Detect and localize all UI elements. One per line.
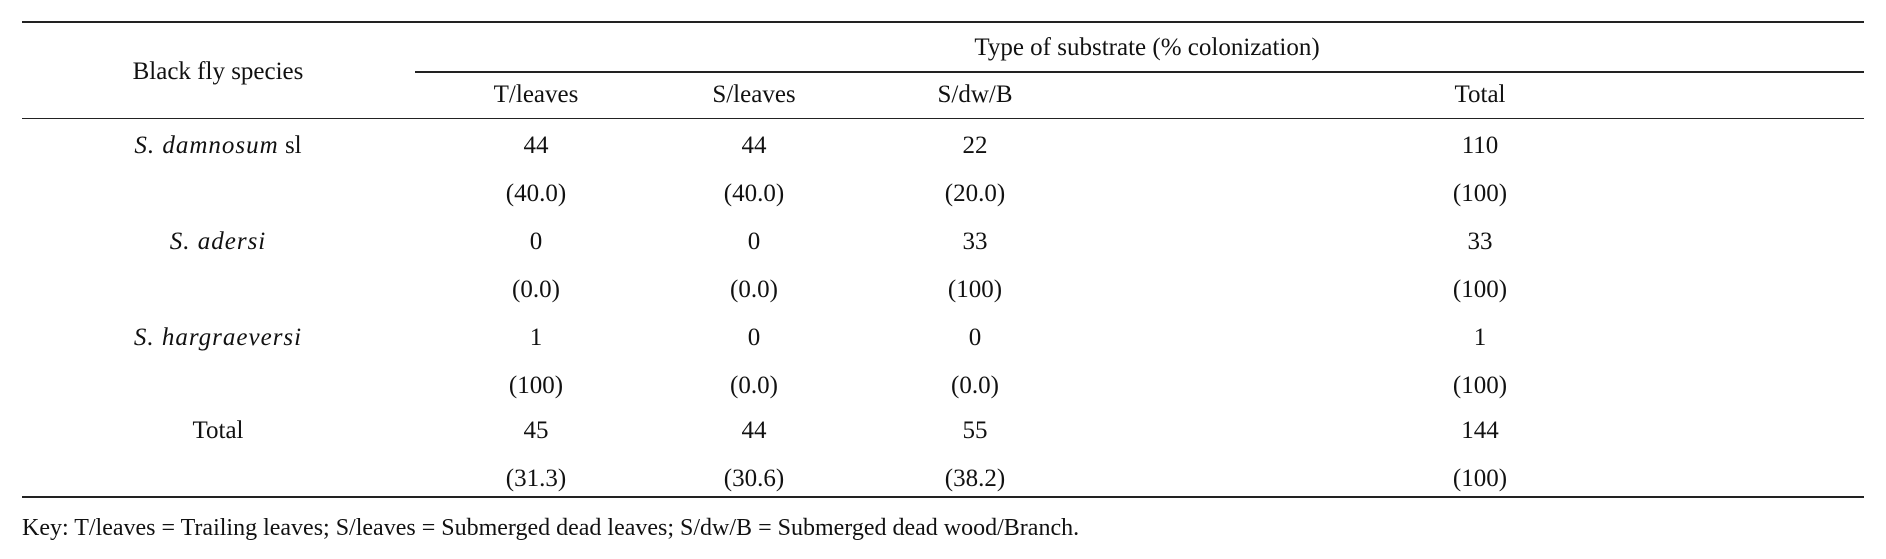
total-count-cell: 44 — [741, 417, 767, 444]
species-name: S. damnosum sl — [134, 131, 301, 161]
column-header-2: S/dw/B — [937, 81, 1013, 108]
count-cell: 0 — [529, 228, 543, 255]
percent-cell: (0.0) — [512, 276, 560, 303]
column-header-3: Total — [1454, 81, 1506, 108]
total-row-label: Total — [192, 417, 244, 444]
total-count-cell: 45 — [523, 417, 549, 444]
table-rule-subheader — [415, 71, 1864, 73]
percent-cell: (100) — [508, 372, 564, 399]
percent-cell: (100) — [947, 276, 1003, 303]
total-count-cell: 55 — [962, 417, 988, 444]
percent-cell: (20.0) — [944, 180, 1006, 207]
table-rule-header-bottom — [22, 118, 1864, 119]
count-cell: 0 — [747, 324, 761, 351]
count-cell: 33 — [1467, 228, 1493, 255]
total-percent-cell: (30.6) — [723, 465, 785, 492]
column-header-0: T/leaves — [493, 81, 579, 108]
table-rule-bottom — [22, 496, 1864, 498]
percent-cell: (40.0) — [723, 180, 785, 207]
species-name: S. adersi — [170, 227, 267, 257]
total-percent-cell: (100) — [1452, 465, 1508, 492]
percent-cell: (0.0) — [951, 372, 999, 399]
substrate-group-header: Type of substrate (% colonization) — [974, 34, 1320, 61]
count-cell: 0 — [747, 228, 761, 255]
count-cell: 22 — [962, 132, 988, 159]
count-cell: 1 — [529, 324, 543, 351]
count-cell: 33 — [962, 228, 988, 255]
percent-cell: (100) — [1452, 180, 1508, 207]
total-count-cell: 144 — [1461, 417, 1499, 444]
species-column-header: Black fly species — [132, 58, 304, 85]
count-cell: 44 — [741, 132, 767, 159]
column-header-1: S/leaves — [712, 81, 796, 108]
count-cell: 44 — [523, 132, 549, 159]
count-cell: 110 — [1461, 132, 1499, 159]
species-name-italic: S. damnosum — [134, 132, 279, 159]
count-cell: 1 — [1473, 324, 1487, 351]
species-name-suffix: sl — [278, 132, 302, 159]
species-name-italic: S. adersi — [169, 228, 267, 255]
percent-cell: (40.0) — [505, 180, 567, 207]
count-cell: 0 — [968, 324, 982, 351]
percent-cell: (0.0) — [730, 276, 778, 303]
species-name-italic: S. hargraeversi — [133, 324, 303, 351]
total-percent-cell: (31.3) — [505, 465, 567, 492]
percent-cell: (0.0) — [730, 372, 778, 399]
table-key-note: Key: T/leaves = Trailing leaves; S/leave… — [22, 515, 1080, 541]
species-name: S. hargraeversi — [134, 323, 302, 353]
total-percent-cell: (38.2) — [944, 465, 1006, 492]
table-rule-top — [22, 21, 1864, 23]
percent-cell: (100) — [1452, 276, 1508, 303]
percent-cell: (100) — [1452, 372, 1508, 399]
